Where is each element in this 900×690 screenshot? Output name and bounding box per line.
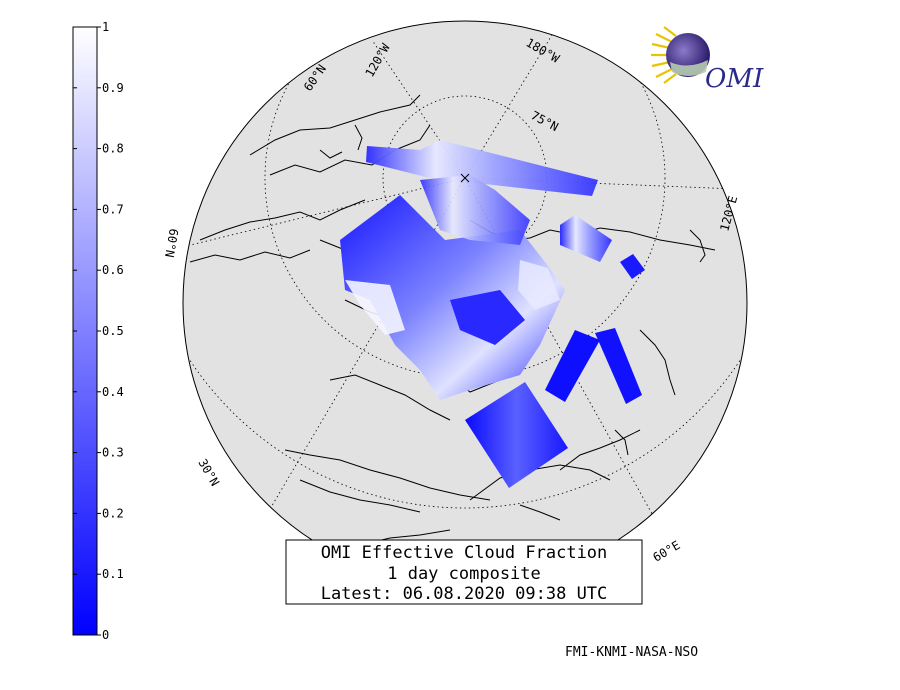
colorbar-tick-label: 0.4 [102, 385, 124, 399]
colorbar-tick-label: 0.7 [102, 202, 124, 216]
grid-label-60n-side: 60°N [162, 227, 181, 258]
grid-label-30n: 30°N [195, 457, 222, 489]
colorbar-ticks: 0 0.1 0.2 0.3 0.4 0.5 0.6 0.7 0.8 0.9 1 [73, 20, 124, 642]
colorbar-tick-label: 0.6 [102, 263, 124, 277]
title-line-1: OMI Effective Cloud Fraction [321, 543, 608, 563]
cloud-swaths [340, 140, 645, 488]
title-line-3: Latest: 06.08.2020 09:38 UTC [321, 584, 608, 604]
colorbar-tick-label: 1 [102, 20, 109, 34]
colorbar-tick-label: 0.3 [102, 446, 124, 460]
colorbar-tick-label: 0.9 [102, 81, 124, 95]
omi-logo-rays-icon [651, 26, 677, 84]
globe [182, 20, 748, 586]
colorbar-tick-label: 0.2 [102, 506, 124, 520]
colorbar: 0 0.1 0.2 0.3 0.4 0.5 0.6 0.7 0.8 0.9 1 [72, 20, 124, 642]
north-pole-marker [460, 173, 470, 183]
omi-logo-text: OMI [705, 64, 764, 94]
grid-label-60e: 60°E [651, 538, 683, 565]
omi-logo: OMI [651, 26, 764, 94]
title-box: OMI Effective Cloud Fraction 1 day compo… [285, 539, 643, 605]
credit-text: FMI-KNMI-NASA-NSO [565, 645, 698, 660]
colorbar-tick-label: 0.1 [102, 567, 124, 581]
colorbar-tick-label: 0.5 [102, 324, 124, 338]
colorbar-tick-label: 0.8 [102, 142, 124, 156]
title-line-2: 1 day composite [387, 564, 541, 584]
colorbar-tick-label: 0 [102, 628, 109, 642]
